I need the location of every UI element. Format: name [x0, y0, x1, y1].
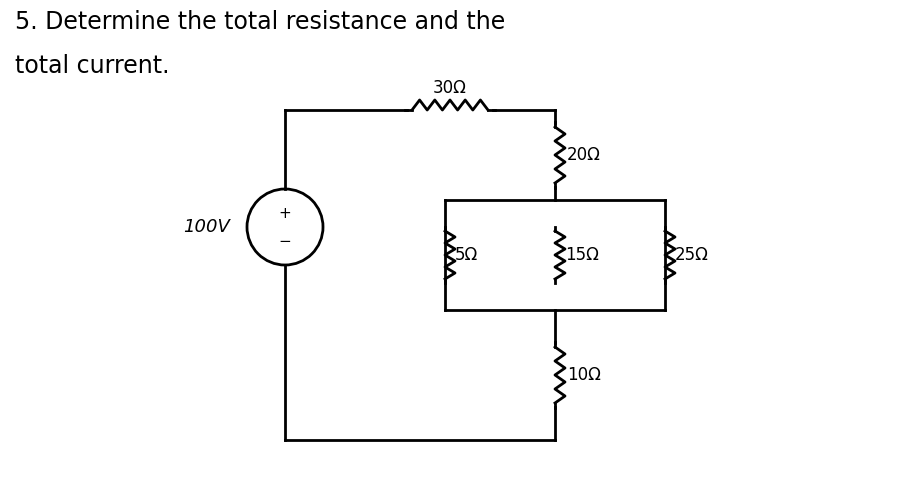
Text: 5. Determine the total resistance and the: 5. Determine the total resistance and th…: [15, 10, 505, 34]
Text: 30Ω: 30Ω: [433, 79, 467, 97]
Text: 5Ω: 5Ω: [455, 246, 478, 264]
Text: 100V: 100V: [183, 218, 230, 236]
Text: 10Ω: 10Ω: [567, 366, 600, 384]
Text: 15Ω: 15Ω: [565, 246, 599, 264]
Text: +: +: [278, 205, 291, 220]
Text: 20Ω: 20Ω: [567, 146, 600, 164]
Text: −: −: [278, 233, 291, 249]
Text: total current.: total current.: [15, 54, 170, 78]
Text: 25Ω: 25Ω: [675, 246, 709, 264]
